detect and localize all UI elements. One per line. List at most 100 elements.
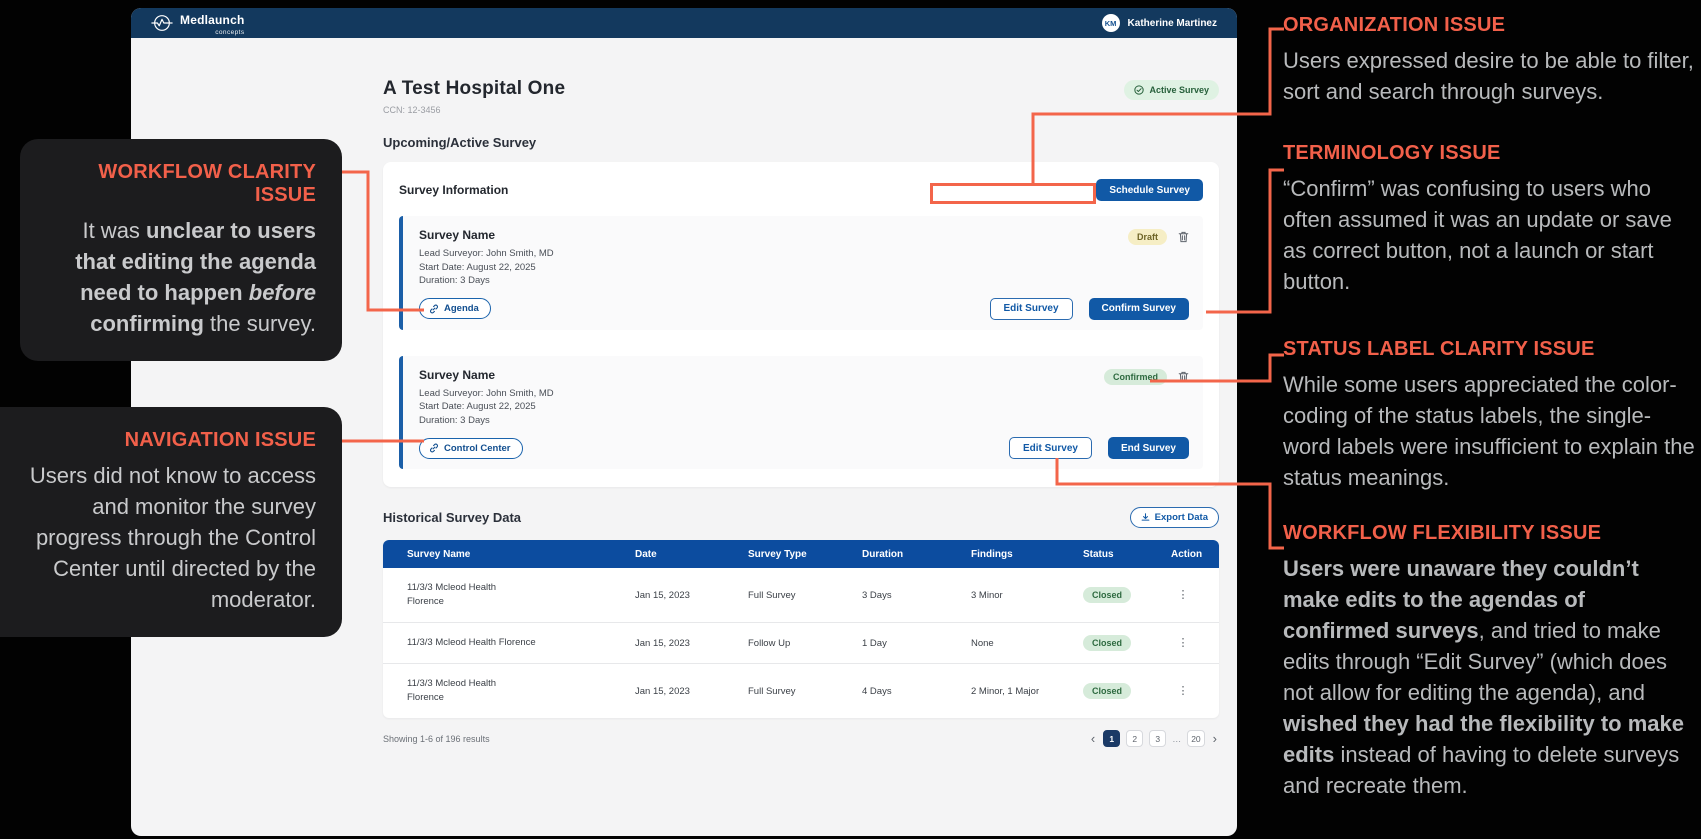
check-circle-icon xyxy=(1134,85,1145,95)
link-icon xyxy=(429,304,439,314)
cell-findings: 2 Minor, 1 Major xyxy=(971,685,1040,697)
annotation-body: Users did not know to access and monitor… xyxy=(29,463,316,612)
end-survey-button[interactable]: End Survey xyxy=(1107,437,1189,459)
control-center-link-chip[interactable]: Control Center xyxy=(419,437,523,459)
cell-date: Jan 15, 2023 xyxy=(635,685,690,697)
annotation-title: ORGANIZATION ISSUE xyxy=(1283,14,1506,36)
survey-card-actions-row: Agenda Edit Survey Confirm Survey xyxy=(419,297,1189,320)
cell-survey-type: Full Survey xyxy=(748,589,796,601)
pagination-prev-icon[interactable]: ‹ xyxy=(1090,731,1096,746)
annotation-title: TERMINOLOGY ISSUE xyxy=(1283,142,1501,164)
table-row: 11/3/3 Mcleod Health Florence Jan 15, 202… xyxy=(383,568,1219,623)
brand-logo[interactable]: Medlaunch concepts xyxy=(151,11,244,36)
link-icon xyxy=(429,443,439,453)
agenda-link-chip[interactable]: Agenda xyxy=(419,298,491,319)
annotation-organization: ORGANIZATION ISSUE Users expressed desire… xyxy=(1283,14,1697,107)
page-title: A Test Hospital One xyxy=(383,78,566,99)
cell-survey-name: 11/3/3 Mcleod Health Florence xyxy=(407,582,497,607)
survey-name: Survey Name xyxy=(419,228,496,242)
pagination-next-icon[interactable]: › xyxy=(1212,731,1217,746)
table-header-cell: Date xyxy=(635,548,657,560)
start-date-label: Start Date: August 22, 2025 xyxy=(419,401,536,412)
cell-action: ⋮ xyxy=(1171,684,1195,698)
annotation-highlight-rect xyxy=(930,183,1096,204)
pagination-page-1[interactable]: 1 xyxy=(1103,730,1121,747)
historical-survey-table: Survey Name Date Survey Type Duration Findin… xyxy=(383,540,1219,718)
edit-survey-button[interactable]: Edit Survey xyxy=(1008,437,1092,459)
user-menu[interactable]: KM Katherine Martinez xyxy=(1101,14,1217,32)
user-name: Katherine Martinez xyxy=(1127,17,1217,29)
annotation-navigation: NAVIGATION ISSUE Users did not know to ac… xyxy=(0,407,342,637)
status-badge: Closed xyxy=(1083,634,1132,651)
survey-card: Draft Survey Name Lead Surveyor: John Smit… xyxy=(399,216,1203,330)
table-header-cell: Action xyxy=(1171,548,1203,560)
active-survey-badge: Active Survey xyxy=(1124,80,1219,100)
survey-card-list: Draft Survey Name Lead Surveyor: John Smit… xyxy=(399,216,1203,469)
cell-duration: 4 Days xyxy=(862,685,892,697)
brand-subtitle: concepts xyxy=(215,28,245,36)
annotation-body: Users were unaware they couldn’t make ed… xyxy=(1283,556,1684,798)
survey-card-buttons: Edit Survey End Survey xyxy=(1008,437,1189,459)
annotation-terminology: TERMINOLOGY ISSUE “Confirm” was confusing… xyxy=(1283,142,1697,297)
export-data-button[interactable]: Export Data xyxy=(1129,507,1219,528)
ccn-label: CCN: 12-3456 xyxy=(383,105,441,115)
pagination-page-20[interactable]: 20 xyxy=(1187,730,1205,747)
survey-information-panel: Survey Information Schedule Survey Draft… xyxy=(383,162,1219,487)
annotation-body: It was unclear to users that editing the… xyxy=(75,218,316,336)
annotation-workflow-flexibility: WORKFLOW FLEXIBILITY ISSUE Users were una… xyxy=(1283,522,1697,801)
annotation-title: NAVIGATION ISSUE xyxy=(124,429,316,451)
survey-card: Confirmed Survey Name Lead Surveyor: John … xyxy=(399,355,1203,469)
cell-date: Jan 15, 2023 xyxy=(635,589,690,601)
survey-card-badge-row: Draft xyxy=(1127,229,1189,245)
trash-icon[interactable] xyxy=(1178,371,1189,383)
pagination-page-2[interactable]: 2 xyxy=(1126,730,1144,747)
cell-action: ⋮ xyxy=(1171,588,1195,602)
medlaunch-pulse-icon xyxy=(151,12,173,34)
confirm-survey-button[interactable]: Confirm Survey xyxy=(1088,297,1189,320)
historical-section-title: Historical Survey Data xyxy=(383,510,522,525)
cell-date: Jan 15, 2023 xyxy=(635,637,690,649)
lead-surveyor-label: Lead Surveyor: John Smith, MD xyxy=(419,248,554,259)
survey-card-badge-row: Confirmed xyxy=(1104,368,1189,385)
top-navbar: Medlaunch concepts KM Katherine Martinez xyxy=(131,8,1237,38)
table-header-cell: Survey Type xyxy=(748,548,807,560)
schedule-survey-button[interactable]: Schedule Survey xyxy=(1096,179,1203,201)
cell-survey-name: 11/3/3 Mcleod Health Florence xyxy=(407,637,536,648)
cell-findings: None xyxy=(971,637,994,649)
pagination: ‹ 1 2 3 … 20 › xyxy=(1089,730,1219,747)
table-header-cell: Findings xyxy=(971,548,1013,560)
kebab-menu-icon[interactable]: ⋮ xyxy=(1174,636,1193,650)
page-content: A Test Hospital One CCN: 12-3456 Active … xyxy=(131,38,1237,767)
status-badge: Confirmed xyxy=(1104,368,1167,385)
annotation-status-label-clarity: STATUS LABEL CLARITY ISSUE While some use… xyxy=(1283,338,1697,493)
start-date-label: Start Date: August 22, 2025 xyxy=(419,261,536,273)
cell-findings: 3 Minor xyxy=(971,589,1003,601)
table-row: 11/3/3 Mcleod Health Florence Jan 15, 202… xyxy=(383,664,1219,718)
cell-status: Closed xyxy=(1083,634,1171,651)
edit-survey-button[interactable]: Edit Survey xyxy=(989,297,1073,320)
cell-duration: 1 Day xyxy=(862,637,887,649)
survey-card-buttons: Edit Survey Confirm Survey xyxy=(989,297,1189,320)
table-body: 11/3/3 Mcleod Health Florence Jan 15, 202… xyxy=(383,568,1219,718)
cell-action: ⋮ xyxy=(1171,636,1195,650)
brand-name: Medlaunch xyxy=(180,12,245,27)
cell-survey-type: Full Survey xyxy=(748,685,796,697)
trash-icon[interactable] xyxy=(1178,231,1189,243)
duration-label: Duration: 3 Days xyxy=(419,275,490,286)
kebab-menu-icon[interactable]: ⋮ xyxy=(1174,588,1193,602)
pagination-page-3[interactable]: 3 xyxy=(1149,730,1167,747)
status-badge: Closed xyxy=(1083,586,1132,603)
cell-status: Closed xyxy=(1083,586,1171,603)
table-header-cell: Status xyxy=(1083,548,1114,560)
annotation-body: Users expressed desire to be able to fil… xyxy=(1283,48,1694,104)
status-badge: Closed xyxy=(1083,682,1132,699)
annotation-title: WORKFLOW CLARITY ISSUE xyxy=(98,161,316,206)
cell-status: Closed xyxy=(1083,682,1171,699)
table-header-cell: Duration xyxy=(862,548,904,560)
kebab-menu-icon[interactable]: ⋮ xyxy=(1174,684,1193,698)
results-count-label: Showing 1-6 of 196 results xyxy=(383,733,490,744)
download-icon xyxy=(1141,513,1150,522)
lead-surveyor-label: Lead Surveyor: John Smith, MD xyxy=(419,387,554,399)
annotation-title: STATUS LABEL CLARITY ISSUE xyxy=(1283,338,1595,360)
